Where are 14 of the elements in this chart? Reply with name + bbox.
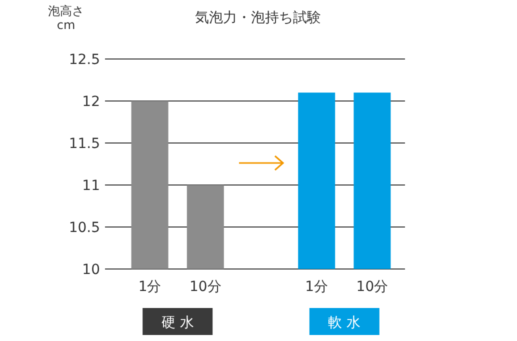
y-tick-label: 12 xyxy=(82,94,100,110)
y-axis-title: 泡高さ cm xyxy=(48,4,84,32)
y-tick-label: 10 xyxy=(82,262,100,278)
x-tick-label: 10分 xyxy=(356,279,388,295)
y-tick-label: 10.5 xyxy=(68,220,100,236)
x-tick-label: 1分 xyxy=(138,279,162,295)
x-tick-label: 10分 xyxy=(189,279,222,295)
x-tick-label: 1分 xyxy=(305,279,328,295)
chart-title: 気泡力・泡持ち試験 xyxy=(195,10,321,26)
y-tick-label: 12.5 xyxy=(68,52,100,68)
y-tick-label: 11.5 xyxy=(68,136,100,152)
text: 軟 水 xyxy=(328,315,361,331)
text: 硬 水 xyxy=(161,315,194,331)
y-tick-label: 11 xyxy=(82,178,100,194)
